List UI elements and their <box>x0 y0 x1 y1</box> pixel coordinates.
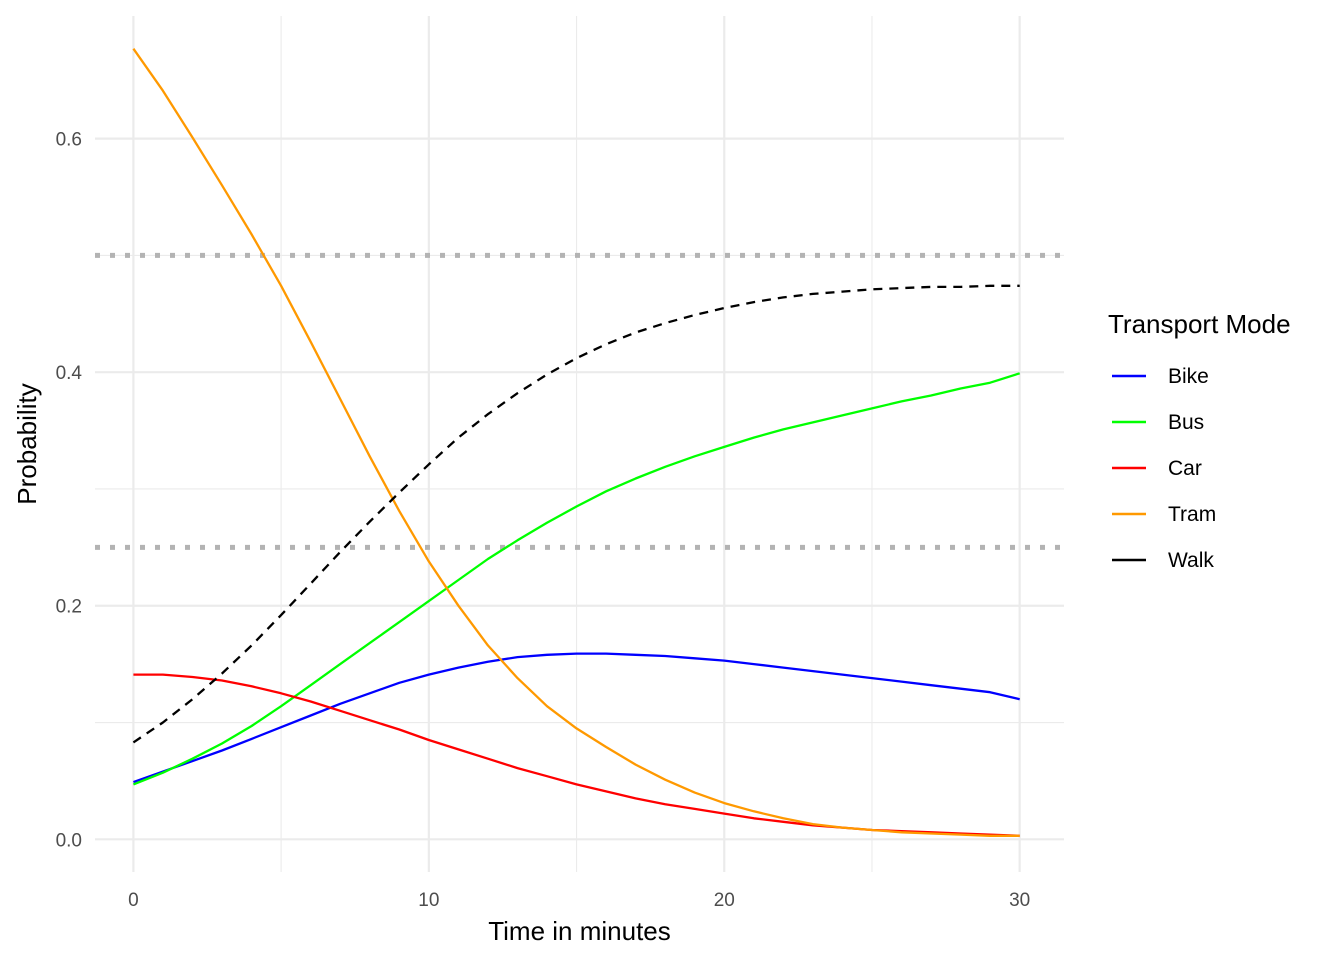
y-axis-title: Probability <box>12 383 42 504</box>
major-gridlines <box>95 16 1064 872</box>
legend-label-bike: Bike <box>1168 365 1209 388</box>
x-tick-label: 0 <box>128 890 139 911</box>
series-line-bike <box>133 652 1020 784</box>
legend-title: Transport Mode <box>1108 309 1291 339</box>
legend-label-tram: Tram <box>1168 503 1216 526</box>
legend-label-bus: Bus <box>1168 411 1204 434</box>
legend-label-walk: Walk <box>1168 549 1214 572</box>
y-axis-ticks: 0.0 0.2 0.4 0.6 <box>56 130 83 852</box>
series-line-walk <box>132 284 1020 744</box>
y-tick-label: 0.4 <box>56 363 83 384</box>
x-tick-label: 20 <box>714 890 735 911</box>
y-tick-label: 0.0 <box>56 830 82 851</box>
x-tick-label: 30 <box>1009 890 1030 911</box>
y-tick-label: 0.6 <box>56 130 82 151</box>
legend: Transport Mode Bike Bus Car Tram Walk <box>1108 309 1291 572</box>
y-tick-label: 0.2 <box>56 597 82 618</box>
legend-label-car: Car <box>1168 457 1202 480</box>
x-tick-label: 10 <box>418 890 439 911</box>
series-lines <box>132 48 1021 837</box>
reference-lines <box>95 252 1064 550</box>
series-line-tram <box>132 48 1020 837</box>
series-line-bus <box>132 372 1021 786</box>
legend-items: Bike Bus Car Tram Walk <box>1112 365 1216 572</box>
x-axis-title: Time in minutes <box>488 916 671 946</box>
x-axis-ticks: 0 10 20 30 <box>128 890 1030 911</box>
